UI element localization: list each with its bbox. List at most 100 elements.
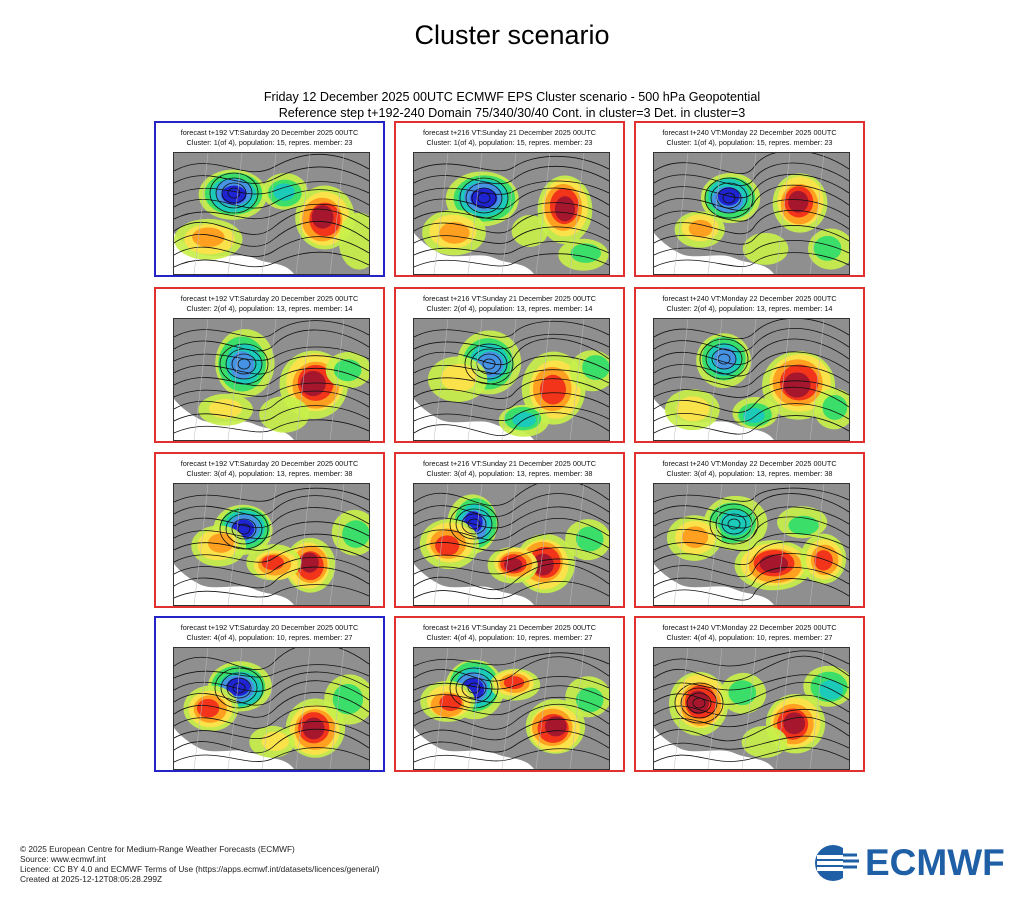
geopotential-contour: [482, 358, 496, 370]
sea-area: [414, 574, 484, 605]
panel-cluster-line: Cluster: 2(of 4), population: 13, repres…: [426, 304, 593, 313]
panel-cluster-line: Cluster: 3(of 4), population: 13, repres…: [186, 469, 353, 478]
panel-forecast-line: forecast t+216 VT:Sunday 21 December 202…: [423, 128, 596, 137]
map-canvas: [654, 153, 849, 274]
panel-cluster-line: Cluster: 1(of 4), population: 15, repres…: [426, 138, 593, 147]
geopotential-contour: [414, 656, 609, 682]
geopotential-contour: [414, 696, 609, 716]
positive-anomaly-shading: [788, 190, 809, 213]
cluster-panel: forecast t+192 VT:Saturday 20 December 2…: [154, 616, 385, 772]
geopotential-contour: [174, 208, 369, 235]
geopotential-contour: [654, 252, 849, 268]
subtitle-line-2: Reference step t+192-240 Domain 75/340/3…: [278, 106, 746, 120]
geopotential-map: [413, 152, 610, 275]
ecmwf-logo-icon: [815, 845, 861, 881]
positive-anomaly-shading: [338, 212, 369, 270]
cluster-panel: forecast t+240 VT:Monday 22 December 202…: [634, 287, 865, 443]
graticule-line: [295, 648, 311, 769]
geopotential-contour: [227, 187, 241, 199]
geopotential-contour: [710, 182, 748, 214]
geopotential-contour: [654, 153, 849, 174]
geopotential-contour: [471, 187, 497, 209]
graticule-line: [501, 319, 517, 440]
graticule-line: [227, 648, 243, 769]
geopotential-contour: [414, 563, 609, 591]
geopotential-contour: [654, 225, 849, 245]
geopotential-contour: [654, 553, 849, 578]
panel-cluster-line: Cluster: 3(of 4), population: 13, repres…: [426, 469, 593, 478]
footer-copyright: © 2025 European Centre for Medium-Range …: [20, 844, 295, 854]
geopotential-contour: [174, 220, 369, 247]
cluster-panel: forecast t+240 VT:Monday 22 December 202…: [634, 121, 865, 277]
geopotential-contour: [174, 390, 369, 411]
geopotential-contour: [414, 211, 609, 234]
cluster-grid: forecast t+192 VT:Saturday 20 December 2…: [154, 121, 870, 777]
page-title: Cluster scenario: [414, 20, 610, 50]
geopotential-contour: [174, 648, 369, 670]
geopotential-contour: [477, 192, 491, 204]
geopotential-contour: [414, 406, 609, 422]
panel-cluster-line: Cluster: 2(of 4), population: 13, repres…: [666, 304, 833, 313]
logo-text: ECMWF: [865, 842, 1005, 883]
geopotential-map: [413, 318, 610, 441]
geopotential-contour: [174, 556, 369, 576]
graticule-line: [673, 484, 689, 605]
graticule-line: [433, 153, 449, 274]
geopotential-contour: [174, 546, 369, 563]
geopotential-contour: [414, 730, 609, 753]
negative-anomaly-shading: [226, 677, 251, 697]
geopotential-contour: [704, 177, 754, 219]
positive-anomaly-shading: [302, 717, 325, 740]
graticule-line: [501, 153, 517, 274]
panel-forecast-line: forecast t+216 VT:Sunday 21 December 202…: [423, 623, 596, 632]
positive-anomaly-shading: [554, 196, 576, 222]
geopotential-contour: [455, 508, 493, 540]
geopotential-contour: [174, 382, 369, 398]
graticule-line: [433, 648, 449, 769]
sea-area: [654, 738, 724, 769]
panel-cluster-line: Cluster: 4(of 4), population: 10, repres…: [186, 633, 353, 642]
graticule-line: [809, 648, 825, 769]
graticule-line: [569, 484, 585, 605]
geopotential-contour: [654, 694, 849, 717]
geopotential-map: [653, 318, 850, 441]
map-canvas: [414, 153, 609, 274]
negative-anomaly-shading: [788, 515, 819, 536]
geopotential-contour: [414, 676, 609, 691]
geopotential-contour: [414, 187, 609, 210]
positive-anomaly-shading: [741, 725, 788, 758]
geopotential-contour: [722, 192, 736, 204]
geopotential-contour: [727, 518, 741, 530]
positive-anomaly-shading: [814, 550, 833, 571]
geopotential-contour: [174, 346, 369, 362]
geopotential-contour: [414, 333, 609, 350]
graticule-line: [535, 153, 551, 274]
geopotential-contour: [414, 547, 609, 563]
graticule-line: [193, 319, 209, 440]
geopotential-map: [653, 647, 850, 770]
panel-caption: forecast t+216 VT:Sunday 21 December 202…: [396, 623, 623, 643]
map-canvas: [654, 319, 849, 440]
geopotential-contour: [414, 165, 609, 185]
geopotential-contour: [414, 652, 609, 667]
panel-forecast-line: forecast t+192 VT:Saturday 20 December 2…: [180, 128, 359, 137]
graticule-line: [775, 484, 791, 605]
geopotential-contour: [215, 177, 253, 209]
positive-anomaly-shading: [539, 374, 566, 405]
geopotential-contour: [654, 240, 849, 256]
geopotential-contour: [414, 493, 609, 518]
geopotential-contour: [174, 566, 369, 589]
geopotential-map: [413, 647, 610, 770]
geopotential-contour: [654, 735, 849, 751]
geopotential-contour: [654, 415, 849, 435]
graticule-line: [329, 319, 345, 440]
geopotential-contour: [414, 748, 609, 763]
graticule-line: [261, 648, 277, 769]
positive-anomaly-shading: [300, 552, 319, 573]
geopotential-contour: [414, 558, 609, 575]
cluster-panel: forecast t+216 VT:Sunday 21 December 202…: [394, 452, 625, 608]
graticule-line: [467, 648, 483, 769]
negative-anomaly-shading: [273, 183, 295, 201]
map-canvas: [414, 484, 609, 605]
graticule-line: [295, 484, 311, 605]
